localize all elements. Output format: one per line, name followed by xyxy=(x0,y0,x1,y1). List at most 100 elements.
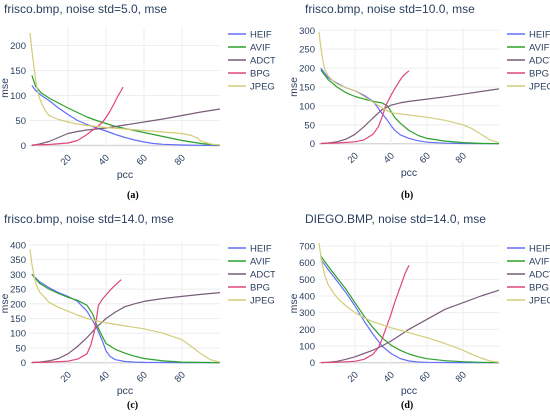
x-axis-label: pcc xyxy=(401,167,417,179)
plot-area xyxy=(319,242,499,365)
y-tick-label: 0 xyxy=(310,139,315,150)
y-tick-label: 0 xyxy=(21,358,26,369)
series-line-adct xyxy=(31,108,221,147)
y-tick-label: 400 xyxy=(299,292,315,303)
y-tick-label: 200 xyxy=(299,325,315,336)
legend-label-jpeg: JPEG xyxy=(250,82,275,93)
panel-caption: (d) xyxy=(401,400,414,411)
x-tick-label: 60 xyxy=(135,370,150,385)
y-tick-label: 300 xyxy=(299,26,315,37)
x-tick-label: 60 xyxy=(418,370,433,385)
series-line-jpeg xyxy=(29,249,221,363)
x-tick-label: 60 xyxy=(418,151,433,166)
chart-panel-b: frisco.bmp, noise std=10.0, mse 0 50 100 15… xyxy=(275,0,550,208)
y-tick-label: 100 xyxy=(299,342,315,353)
y-tick-label: 400 xyxy=(10,240,26,251)
chart-plot: 0 50 100 150 200 20 40 60 80 pcc mse HEIF AVIF ADCT BP… xyxy=(0,28,275,181)
series-line-bpg xyxy=(31,86,124,146)
legend-label-adct: ADCT xyxy=(250,270,275,281)
panel-caption: (b) xyxy=(401,190,414,201)
legend-label-heif: HEIF xyxy=(250,30,272,41)
chart-plot: 0 50 100 150 200 250 300 350 400 20 40 60 80 pcc mse HE… xyxy=(0,240,275,397)
x-tick-label: 40 xyxy=(382,151,397,166)
series-line-adct xyxy=(320,88,500,145)
series-line-jpeg xyxy=(318,32,500,144)
series-line-jpeg xyxy=(29,32,221,146)
x-tick-label: 80 xyxy=(454,151,469,166)
y-tick-label: 150 xyxy=(10,314,26,325)
y-tick-label: 350 xyxy=(10,255,26,266)
legend-label-bpg: BPG xyxy=(529,69,549,80)
legend-label-heif: HEIF xyxy=(529,244,550,255)
x-axis-label: pcc xyxy=(117,169,133,181)
chart-plot: 0 100 200 300 400 500 600 700 20 40 60 80 pcc mse HEIF… xyxy=(288,242,550,398)
x-tick-label: 20 xyxy=(59,370,74,385)
series-line-heif xyxy=(31,85,221,147)
series-line-adct xyxy=(320,289,500,364)
chart-title: frisco.bmp, noise std=14.0, mse xyxy=(4,212,174,226)
series-line-bpg xyxy=(320,70,410,144)
series-line-heif xyxy=(31,273,220,364)
legend-label-adct: ADCT xyxy=(250,56,275,67)
panel-caption: (a) xyxy=(127,190,139,201)
legend-label-bpg: BPG xyxy=(529,283,549,294)
chart-title: DIEGO.BMP, noise std=14.0, mse xyxy=(305,212,486,226)
legend-label-jpeg: JPEG xyxy=(529,82,550,93)
series-line-avif xyxy=(31,75,221,146)
legend-label-jpeg: JPEG xyxy=(529,296,550,307)
x-tick-label: 80 xyxy=(454,370,469,385)
series-line-jpeg xyxy=(318,242,500,363)
y-axis-label: mse xyxy=(288,293,300,313)
legend-label-bpg: BPG xyxy=(250,69,270,80)
chart-panel-c: frisco.bmp, noise std=14.0, mse 0 50 100 15… xyxy=(0,208,275,416)
y-axis-label: mse xyxy=(288,77,300,97)
x-tick-label: 40 xyxy=(97,153,112,168)
panel-caption: (c) xyxy=(127,400,139,411)
x-tick-label: 60 xyxy=(135,153,150,168)
y-tick-label: 50 xyxy=(304,120,315,131)
y-tick-label: 200 xyxy=(10,299,26,310)
y-axis-label: mse xyxy=(0,293,11,313)
x-tick-label: 80 xyxy=(173,370,188,385)
y-tick-label: 50 xyxy=(15,116,26,127)
x-tick-label: 20 xyxy=(59,153,74,168)
series-line-avif xyxy=(320,255,500,364)
legend-label-heif: HEIF xyxy=(529,30,550,41)
legend-label-avif: AVIF xyxy=(250,257,271,268)
y-tick-label: 100 xyxy=(299,101,315,112)
series-line-bpg xyxy=(31,279,122,363)
y-tick-label: 500 xyxy=(299,275,315,286)
legend-label-avif: AVIF xyxy=(529,43,550,54)
chart-plot: 0 50 100 150 200 250 300 20 40 60 80 pcc mse HEIF AVIF… xyxy=(288,26,550,179)
series-line-adct xyxy=(31,292,221,364)
y-tick-label: 600 xyxy=(299,258,315,269)
x-tick-label: 20 xyxy=(346,370,361,385)
y-tick-label: 100 xyxy=(10,91,26,102)
legend-label-adct: ADCT xyxy=(529,56,550,67)
series-line-heif xyxy=(320,258,500,364)
y-tick-label: 300 xyxy=(299,308,315,319)
x-axis-label: pcc xyxy=(401,385,417,397)
y-tick-label: 150 xyxy=(299,83,315,94)
y-tick-label: 0 xyxy=(21,141,26,152)
y-tick-label: 250 xyxy=(10,285,26,296)
y-tick-label: 150 xyxy=(10,66,26,77)
y-tick-label: 700 xyxy=(299,242,315,253)
x-axis-label: pcc xyxy=(117,385,133,397)
legend-label-jpeg: JPEG xyxy=(250,296,275,307)
chart-title: frisco.bmp, noise std=5.0, mse xyxy=(4,2,168,16)
x-tick-label: 40 xyxy=(97,370,112,385)
y-tick-label: 0 xyxy=(310,358,315,369)
x-tick-label: 40 xyxy=(382,370,397,385)
series-line-avif xyxy=(320,69,500,145)
chart-title: frisco.bmp, noise std=10.0, mse xyxy=(305,2,475,16)
legend-label-adct: ADCT xyxy=(529,270,550,281)
y-tick-label: 200 xyxy=(299,64,315,75)
legend-label-heif: HEIF xyxy=(250,244,272,255)
legend-label-avif: AVIF xyxy=(529,257,550,268)
series-line-avif xyxy=(31,274,221,364)
legend-label-avif: AVIF xyxy=(250,43,271,54)
y-tick-label: 100 xyxy=(10,329,26,340)
y-axis-label: mse xyxy=(0,78,11,98)
